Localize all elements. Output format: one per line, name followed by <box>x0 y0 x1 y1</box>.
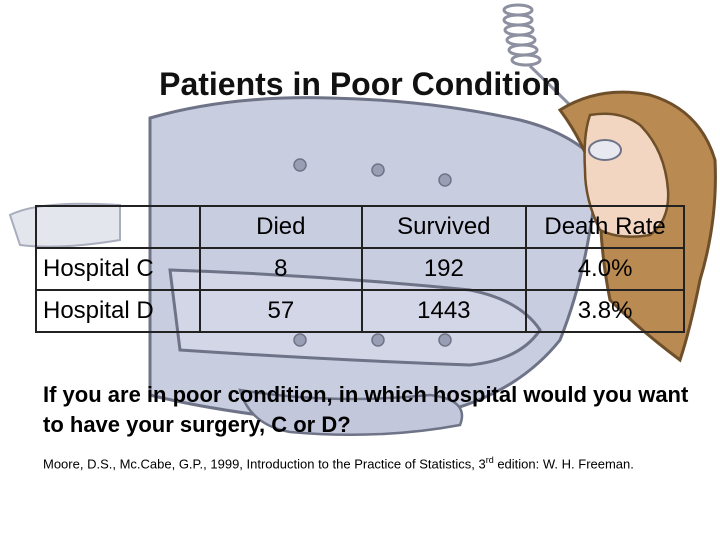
header-survived: Survived <box>360 205 528 249</box>
header-death-rate: Death Rate <box>525 205 685 249</box>
cell-died: 57 <box>199 289 363 333</box>
slide-title: Patients in Poor Condition <box>159 66 561 102</box>
table-row: Hospital C 8 192 4.0% <box>34 247 685 291</box>
outcome-table: Died Survived Death Rate Hospital C 8 19… <box>34 205 685 333</box>
table-header-row: Died Survived Death Rate <box>34 205 685 249</box>
cell-died: 8 <box>199 247 363 291</box>
table-row: Hospital D 57 1443 3.8% <box>34 289 685 333</box>
citation-superscript: rd <box>485 455 494 465</box>
table-corner-cell <box>34 205 202 249</box>
oxygen-mask-icon <box>588 139 622 161</box>
question-text: If you are in poor condition, in which h… <box>43 382 689 437</box>
row-label-hospital-c: Hospital C <box>34 247 202 291</box>
citation-text: Moore, D.S., Mc.Cabe, G.P., 1999, Introd… <box>43 452 703 472</box>
cell-survived: 192 <box>360 247 528 291</box>
gown-buttons <box>293 158 452 347</box>
gown-fold <box>238 388 464 437</box>
header-died: Died <box>199 205 363 249</box>
cell-death-rate: 3.8% <box>525 289 685 333</box>
citation-main: Moore, D.S., Mc.Cabe, G.P., 1999, Introd… <box>43 456 486 472</box>
cell-death-rate: 4.0% <box>525 247 685 291</box>
citation-tail: edition: W. H. Freeman. <box>493 456 634 472</box>
row-label-hospital-d: Hospital D <box>34 289 202 333</box>
cell-survived: 1443 <box>360 289 528 333</box>
